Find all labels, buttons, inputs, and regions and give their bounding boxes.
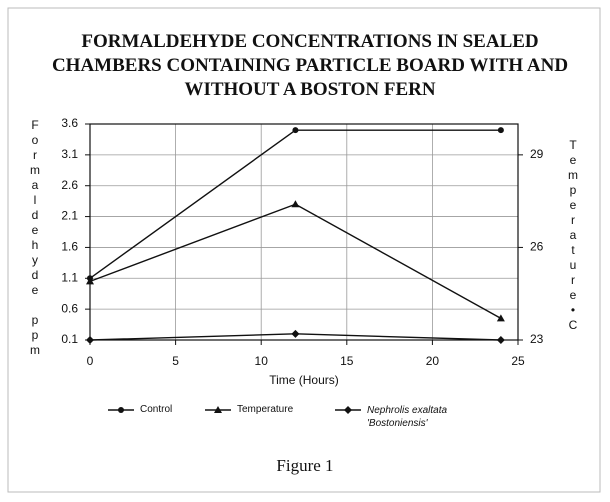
legend-label: Nephrolis exaltata 'Bostoniensis' [367,405,448,429]
marker [291,200,300,208]
marker [496,314,505,322]
marker [496,336,505,344]
marker [292,127,299,134]
y2-tick-label: 29 [530,147,544,161]
marker [86,336,94,344]
x-tick-label: 15 [340,354,354,368]
marker [214,406,222,413]
y-tick-label: 0.1 [61,332,78,346]
marker [291,329,300,338]
x-tick-label: 5 [172,354,179,368]
legend-label: Control [140,404,173,415]
y-tick-label: 2.1 [61,209,78,223]
x-tick-label: 0 [87,354,94,368]
y2-tick-label: 23 [530,332,544,346]
x-tick-label: 25 [511,354,525,368]
y-tick-label: 0.6 [61,301,78,315]
y-tick-label: 1.1 [61,270,78,284]
x-tick-label: 20 [426,354,440,368]
marker [86,277,94,285]
plot-border [89,123,519,341]
y-axis-label: Formaldehyde ppm [28,118,42,358]
y2-axis-label: Temperature•C [566,138,580,333]
caption: Figure 1 [276,456,334,475]
marker [344,406,352,414]
marker [118,407,124,413]
y2-tick-label: 26 [530,240,544,254]
frame [7,7,601,493]
y-tick-label: 3.6 [61,116,78,130]
x-axis-label: Time (Hours) [269,373,339,387]
y-tick-label: 2.6 [61,178,78,192]
x-tick-label: 10 [255,354,269,368]
legend-label: Temperature [237,404,294,415]
y-tick-label: 1.6 [61,240,78,254]
series-line [89,203,502,320]
y-tick-label: 3.1 [61,147,78,161]
chart-title: FORMALDEHYDE CONCENTRATIONS IN SEALED CH… [51,31,569,100]
marker [497,127,504,134]
